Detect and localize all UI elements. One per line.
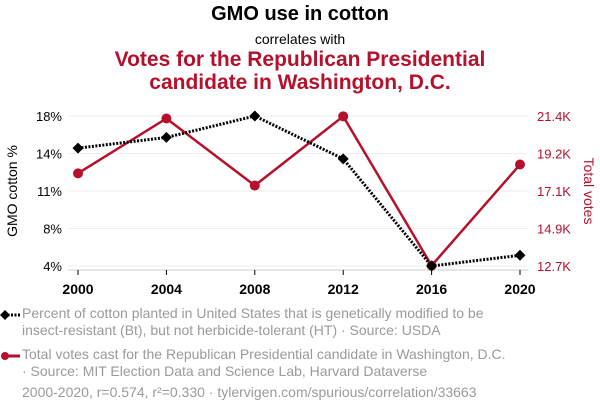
data-point-votes (338, 111, 349, 122)
data-point-gmo-cotton (249, 110, 261, 122)
chart-title: GMO use in cotton (211, 3, 389, 25)
footer-correlation-info: 2000-2020, r=0.574, r²=0.330 · tylervige… (22, 384, 477, 400)
data-point-gmo-cotton (426, 260, 438, 272)
data-point-votes (515, 159, 525, 170)
series-line-votes (77, 114, 521, 268)
legend-text-votes: Total votes cast for the Republican Pres… (22, 346, 562, 380)
y-tick-label-left: 8% (43, 222, 62, 237)
y-tick-label-left: 11% (37, 184, 62, 199)
legend-line: Percent of cotton planted in United Stat… (22, 305, 484, 321)
chart-title-secondary: Votes for the Republican Presidential ca… (0, 48, 600, 94)
y-tick-label-right: 19.2K (537, 147, 571, 162)
chart-subtitle: correlates with (254, 31, 346, 47)
legend-text-gmo-cotton: Percent of cotton planted in United Stat… (22, 305, 562, 339)
y-tick-label-left: 14% (36, 147, 62, 162)
x-tick-label: 2020 (504, 281, 535, 297)
gridlines (68, 115, 528, 267)
series-line-gmo-cotton (77, 114, 521, 268)
x-axis: 2000 2004 2008 2012 2016 2020 (62, 269, 536, 297)
legend-line: · Source: MIT Election Data and Science … (22, 363, 428, 379)
x-tick-label: 2004 (151, 281, 182, 297)
y-axis-right: 21.4K 19.2K 17.1K 14.9K 12.7K (537, 109, 571, 274)
data-point-gmo-cotton (337, 153, 349, 165)
legend-line: insect-resistant (Bt), but not herbicide… (22, 322, 441, 338)
y-axis-left: 18% 14% 11% 8% 4% (36, 109, 62, 274)
y-tick-label-right: 21.4K (537, 109, 571, 124)
y-tick-label-left: 18% (36, 109, 62, 124)
y-axis-right-label: Total votes (581, 158, 597, 225)
title2-line2: candidate in Washington, D.C. (149, 71, 451, 94)
title2-line1: Votes for the Republican Presidential (114, 48, 486, 71)
data-point-gmo-cotton (72, 142, 84, 154)
x-tick-label: 2008 (239, 281, 270, 297)
data-point-votes (249, 180, 260, 191)
y-tick-label-right: 17.1K (537, 184, 571, 199)
legend-line: Total votes cast for the Republican Pres… (22, 346, 506, 362)
series-gmo-cotton (72, 110, 526, 272)
y-tick-label-left: 4% (43, 259, 62, 274)
data-point-gmo-cotton (514, 249, 526, 261)
x-tick-label: 2000 (62, 281, 93, 297)
legend-marker-circle-icon (1, 352, 20, 360)
data-point-votes (161, 113, 172, 124)
y-axis-left-label: GMO cotton % (4, 145, 20, 237)
data-point-gmo-cotton (160, 131, 172, 143)
y-tick-label-right: 12.7K (537, 259, 571, 274)
data-point-votes (73, 168, 83, 179)
x-tick-label: 2016 (416, 281, 447, 297)
x-tick-label: 2012 (328, 281, 359, 297)
y-tick-label-right: 14.9K (537, 222, 571, 237)
legend-marker-diamond-icon (0, 310, 20, 320)
